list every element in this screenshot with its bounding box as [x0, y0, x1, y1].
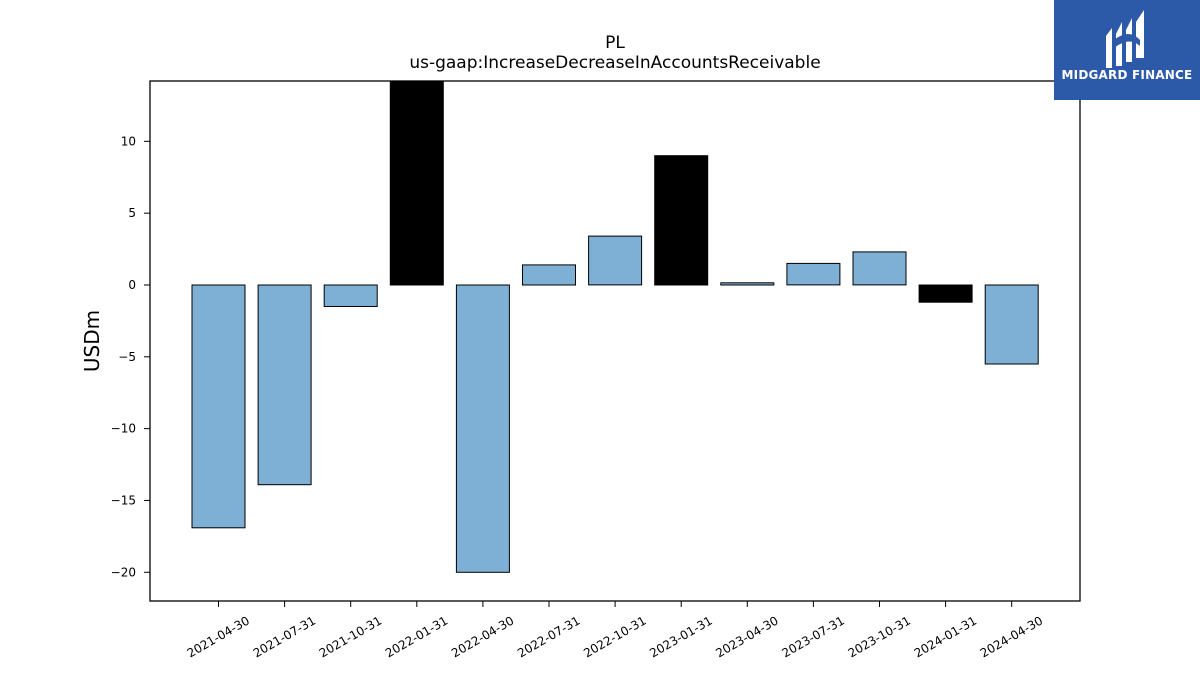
x-tick-label: 2021-10-31	[317, 613, 384, 660]
chart-title: PL	[605, 33, 625, 53]
brand-logo: MIDGARD FINANCE	[1054, 0, 1200, 100]
bar-2021-10-31	[323, 284, 378, 307]
x-tick-label: 2022-01-31	[383, 613, 450, 660]
x-tick-label: 2023-01-31	[647, 613, 714, 660]
bar-2021-07-31	[257, 284, 312, 486]
bar-2021-04-30	[191, 284, 246, 529]
bar-2024-04-30	[984, 284, 1039, 365]
y-tick-label: −10	[111, 422, 136, 436]
x-tick-label: 2022-07-31	[515, 613, 582, 660]
midgard-finance-logo-icon	[1106, 10, 1144, 68]
bar-2024-01-31	[918, 284, 973, 303]
x-axis: 2021-04-302021-07-312021-10-312022-01-31…	[185, 601, 1045, 660]
bar-2023-07-31	[786, 262, 841, 286]
x-tick-label: 2022-04-30	[449, 613, 516, 660]
bar-2023-04-30	[720, 282, 775, 286]
bars-group	[191, 81, 1039, 573]
x-tick-label: 2023-07-31	[779, 613, 846, 660]
x-tick-label: 2023-04-30	[713, 613, 780, 660]
bar-2023-01-31	[654, 155, 709, 286]
chart-subtitle: us-gaap:IncreaseDecreaseInAccountsReceiv…	[409, 53, 820, 73]
bar-2022-01-31	[389, 81, 444, 286]
x-tick-label: 2023-10-31	[846, 613, 913, 660]
x-tick-label: 2024-04-30	[978, 613, 1045, 660]
y-axis-label: USDm	[80, 310, 104, 372]
y-tick-label: 10	[121, 134, 136, 148]
x-tick-label: 2024-01-31	[912, 613, 979, 660]
plot-frame	[149, 80, 1081, 602]
bar-2022-07-31	[522, 264, 576, 286]
brand-name: MIDGARD FINANCE	[1061, 68, 1193, 82]
y-tick-label: 0	[128, 278, 136, 292]
bar-2023-10-31	[852, 251, 907, 286]
y-tick-label: −20	[111, 565, 136, 579]
bar-2022-10-31	[588, 235, 643, 286]
y-tick-label: 5	[128, 206, 136, 220]
y-tick-label: −15	[111, 493, 136, 507]
y-tick-label: −5	[118, 350, 136, 364]
y-axis: 10 5 0 −5 −10 −15 −20	[111, 134, 150, 579]
x-tick-label: 2021-04-30	[185, 613, 252, 660]
bar-2022-04-30	[455, 284, 510, 573]
x-tick-label: 2022-10-31	[581, 613, 648, 660]
x-tick-label: 2021-07-31	[251, 613, 318, 660]
